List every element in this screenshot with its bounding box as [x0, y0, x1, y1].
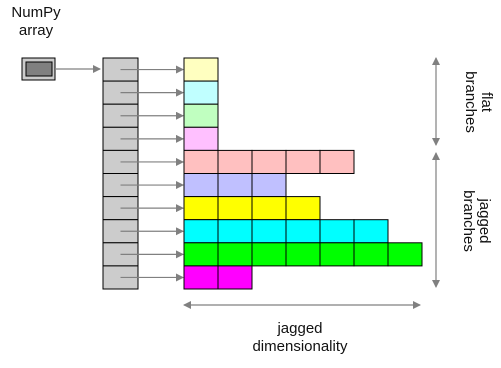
branch-cell: [183, 80, 219, 105]
branch-cell: [251, 173, 287, 198]
numpy-array-label: NumPy array: [4, 4, 68, 40]
numpy-array-label-line2: array: [18, 22, 54, 39]
jagged-branches-label-line1: jagged: [476, 198, 493, 244]
branch-cell: [319, 149, 355, 174]
branch-cell: [183, 103, 219, 128]
jagged-dimensionality-label-line2: dimensionality: [252, 338, 348, 355]
branch-cell: [285, 219, 321, 244]
branch-cell: [217, 265, 253, 290]
branch-cell: [251, 242, 287, 267]
branch-cell: [183, 149, 219, 174]
branch-cell: [183, 57, 219, 82]
branch-cell: [183, 196, 219, 221]
branch-cell: [387, 242, 423, 267]
branch-cell: [285, 149, 321, 174]
pointer-arrows: [120, 65, 184, 282]
branch-cell: [285, 196, 321, 221]
branch-cell: [183, 173, 219, 198]
branch-cell: [183, 219, 219, 244]
flat-branches-label-line1: flat: [478, 91, 495, 112]
branch-rows: [183, 57, 423, 290]
branch-cell: [251, 149, 287, 174]
flat-branches-label-line2: branches: [462, 71, 479, 133]
branch-cell: [251, 219, 287, 244]
branch-cell: [251, 196, 287, 221]
branch-cell: [319, 219, 355, 244]
branch-cell: [183, 242, 219, 267]
flat-branches-label: flat branches: [462, 62, 495, 142]
branch-cell: [217, 219, 253, 244]
numpy-array-icon: [21, 57, 56, 81]
branch-cell: [285, 242, 321, 267]
branch-cell: [217, 173, 253, 198]
jagged-branches-label-line2: branches: [460, 190, 477, 252]
jagged-dimensionality-label-line1: jagged: [277, 320, 323, 337]
branch-cell: [183, 126, 219, 151]
branch-cell: [353, 242, 389, 267]
branch-cell: [217, 149, 253, 174]
branch-cell: [353, 219, 389, 244]
numpy-array-inner: [25, 61, 53, 77]
jagged-dimensionality-label: jagged dimensionality: [230, 320, 370, 356]
branch-cell: [183, 265, 219, 290]
branch-cell: [217, 196, 253, 221]
branch-cell: [217, 242, 253, 267]
numpy-array-label-line1: NumPy: [11, 4, 61, 21]
jagged-branches-label: jagged branches: [460, 181, 493, 261]
branch-cell: [319, 242, 355, 267]
